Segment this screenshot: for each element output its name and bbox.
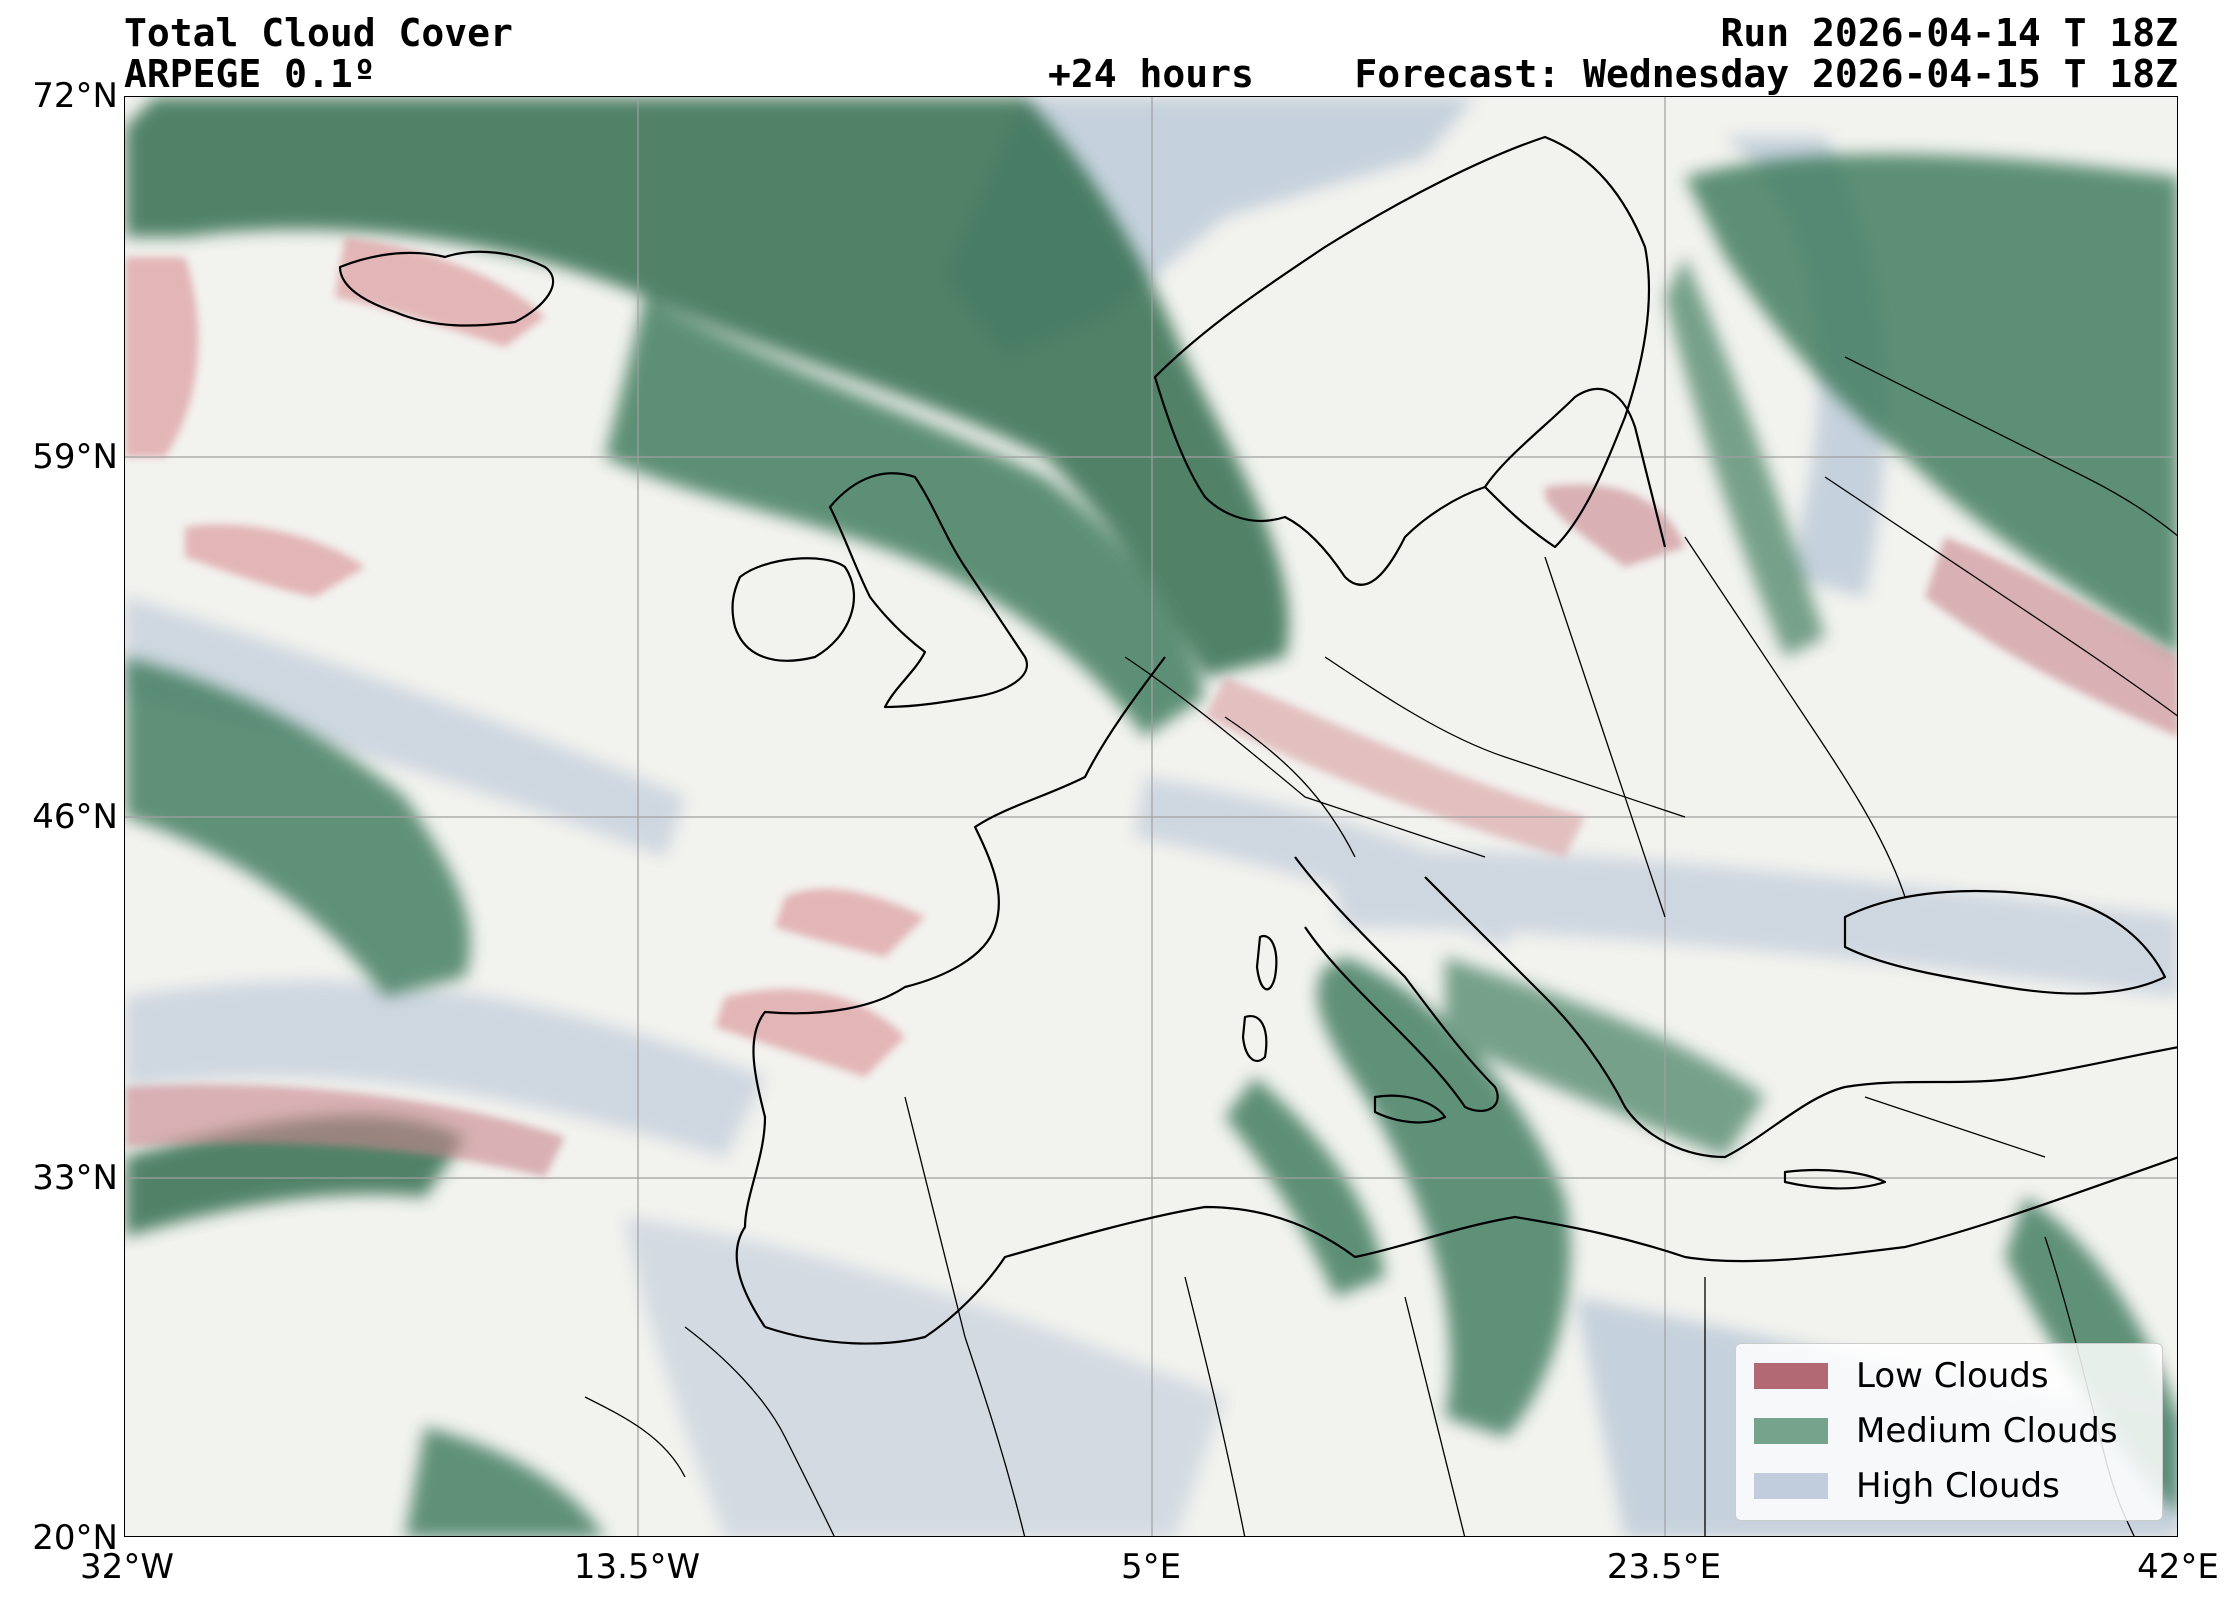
lat-label-59n: 59°N [32, 437, 118, 477]
medium-cloud-layer [125, 97, 2177, 1536]
forecast-time: Forecast: Wednesday 2026-04-15 T 18Z [1354, 52, 2178, 96]
legend-item-low-clouds: Low Clouds [1754, 1356, 2049, 1396]
lon-label-5e: 5°E [1120, 1547, 1182, 1587]
lead-time: +24 hours [1048, 52, 1254, 96]
coastlines [338, 135, 2177, 1345]
legend-label-high-clouds: High Clouds [1856, 1466, 2060, 1506]
legend-item-high-clouds: High Clouds [1754, 1466, 2060, 1506]
cloud-cover-map [124, 96, 2178, 1537]
lat-label-46n: 46°N [32, 797, 118, 837]
lat-label-20n: 20°N [32, 1518, 118, 1558]
legend-item-medium-clouds: Medium Clouds [1754, 1411, 2118, 1451]
lon-label-13-5w: 13.5°W [573, 1547, 701, 1587]
lon-label-23-5e: 23.5°E [1606, 1547, 1722, 1587]
legend-label-low-clouds: Low Clouds [1856, 1356, 2049, 1396]
low-cloud-layer [125, 237, 2177, 1177]
model-name: ARPEGE 0.1º [124, 52, 376, 96]
run-time: Run 2026-04-14 T 18Z [1720, 11, 2178, 55]
lon-label-42e: 42°E [2137, 1547, 2219, 1587]
map-title: Total Cloud Cover [124, 11, 513, 55]
lat-label-33n: 33°N [32, 1158, 118, 1198]
lat-label-72n: 72°N [32, 76, 118, 116]
legend-label-medium-clouds: Medium Clouds [1856, 1411, 2118, 1451]
medium-clouds-swatch [1754, 1418, 1828, 1444]
map-canvas [125, 97, 2177, 1536]
lon-label-32w: 32°W [80, 1547, 174, 1587]
legend: Low Clouds Medium Clouds High Clouds [1735, 1343, 2163, 1521]
low-clouds-swatch [1754, 1363, 1828, 1389]
high-clouds-swatch [1754, 1473, 1828, 1499]
graticule [125, 97, 2177, 1536]
